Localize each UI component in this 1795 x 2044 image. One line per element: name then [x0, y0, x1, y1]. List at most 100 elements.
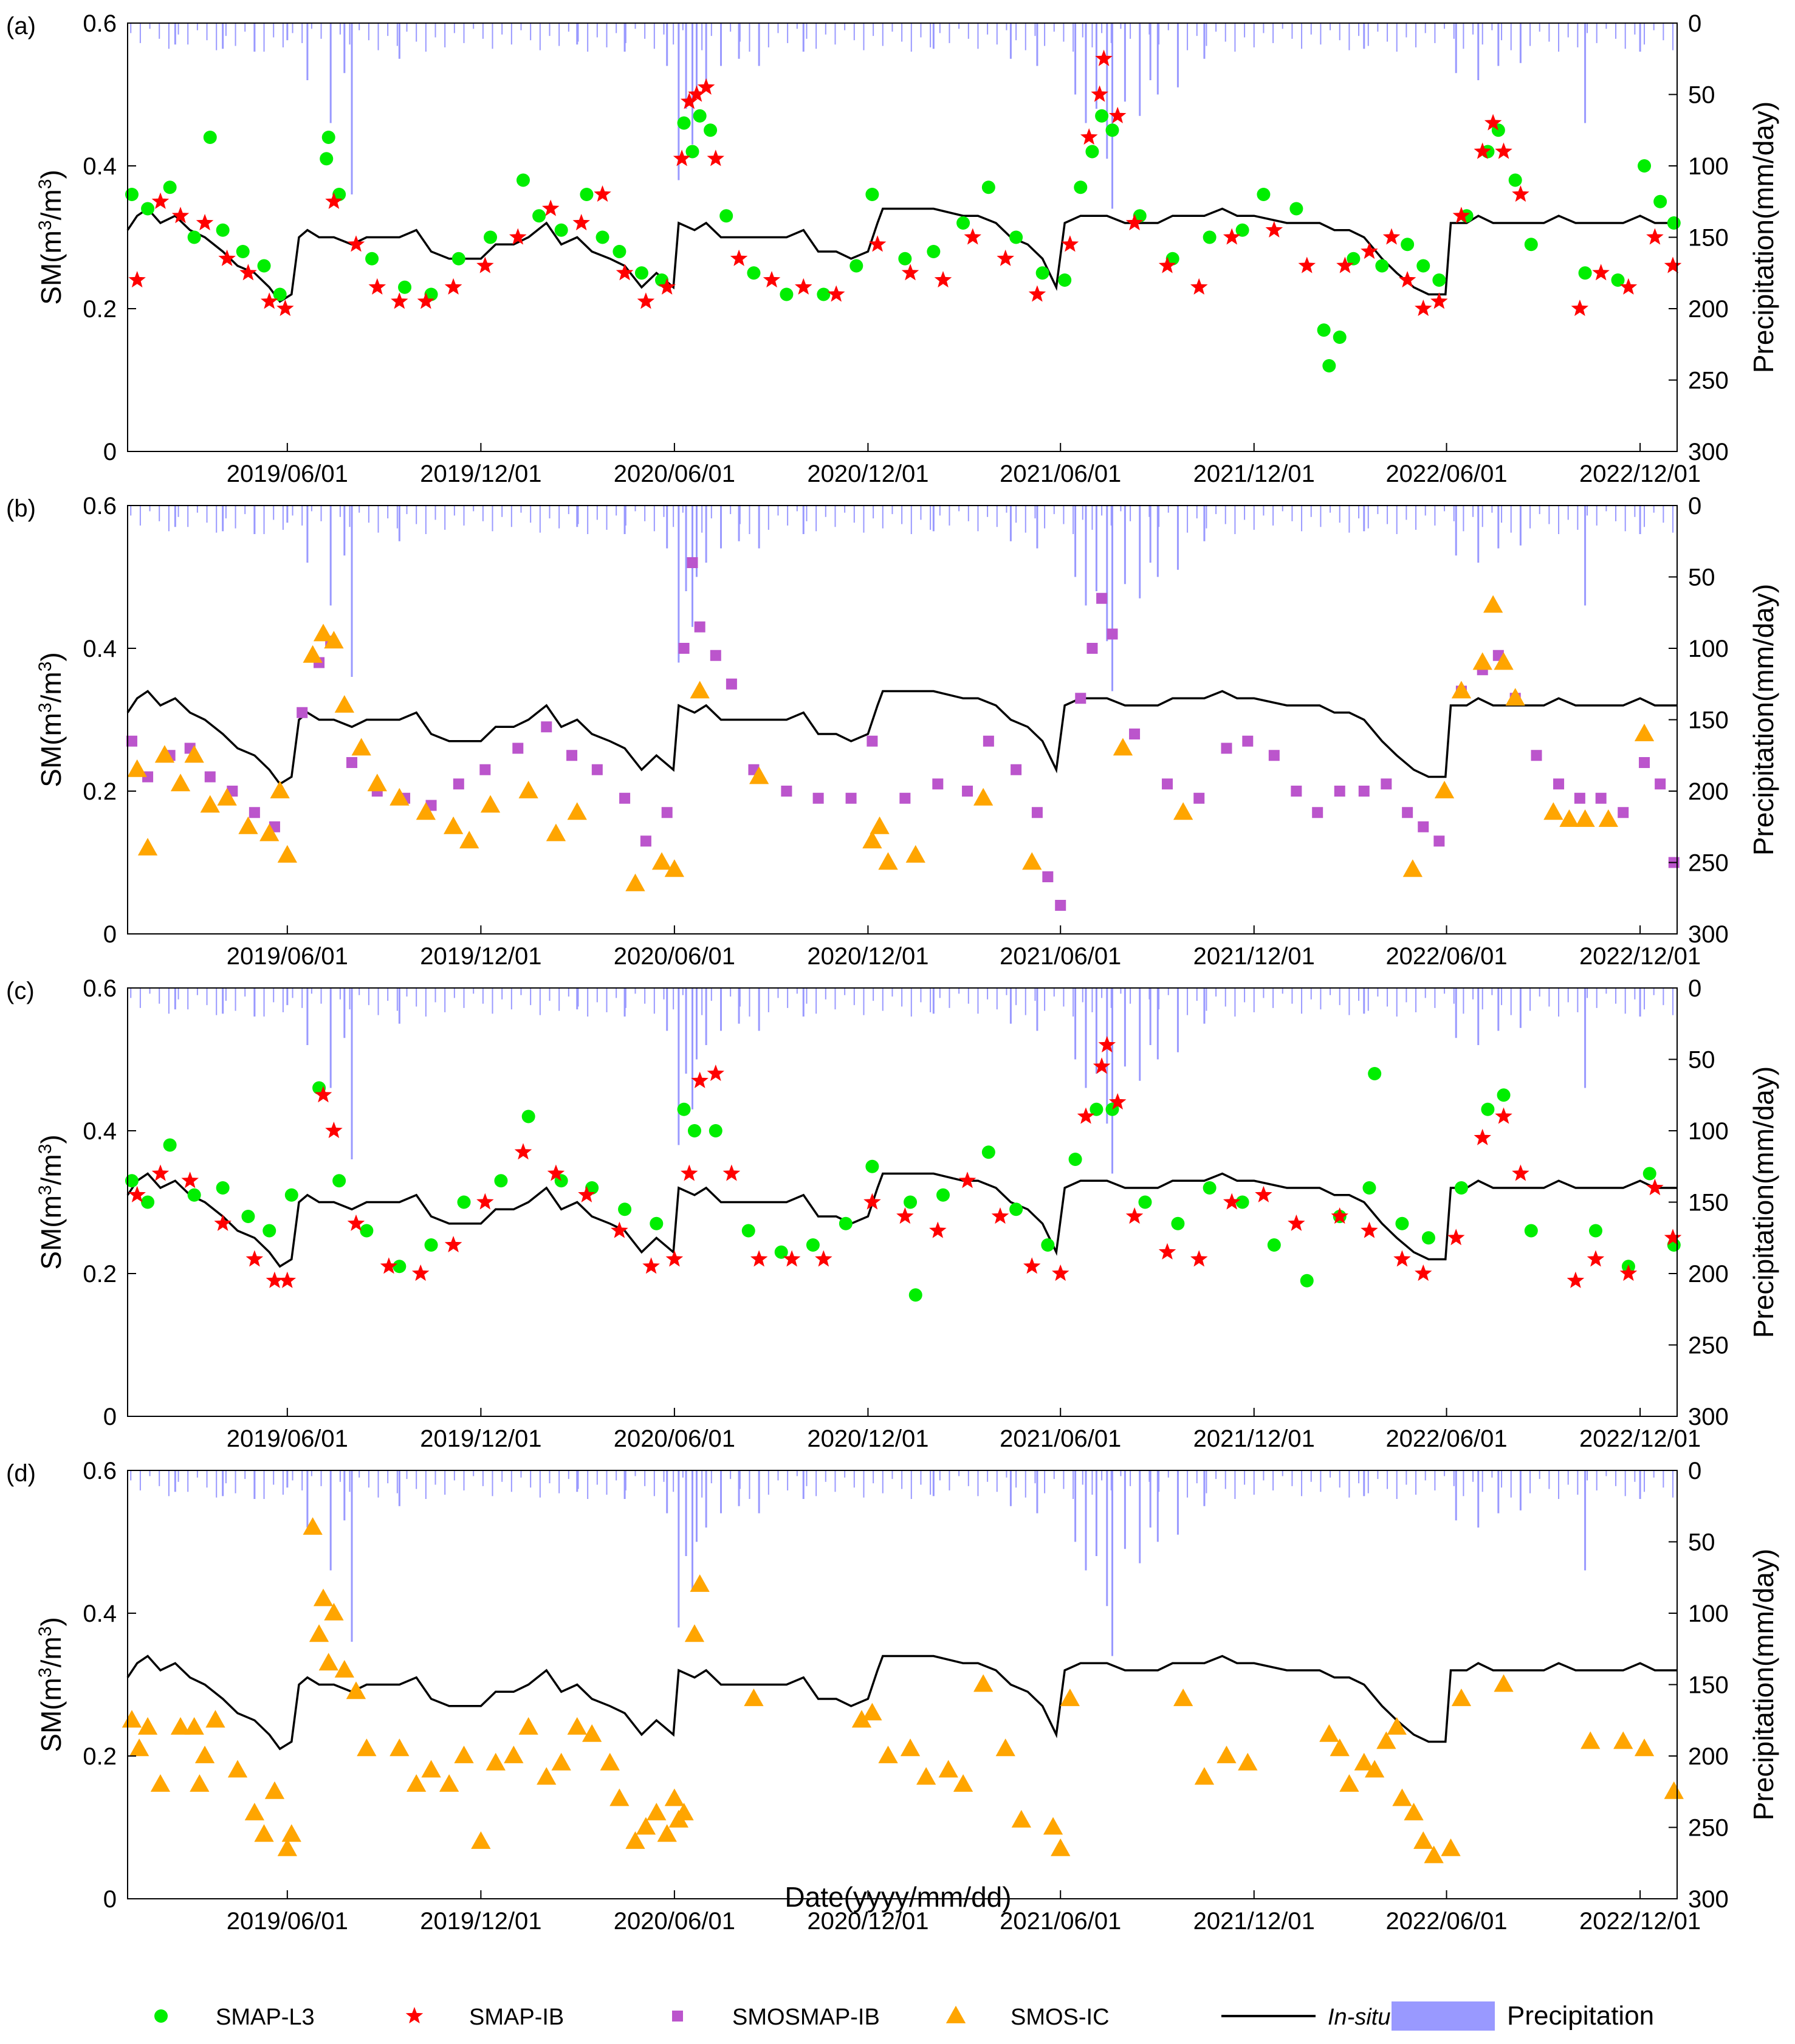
smosmap-ib-point — [1574, 792, 1585, 804]
smap-ib-point — [991, 1207, 1009, 1224]
smap-ib-point — [1336, 256, 1354, 273]
smosmap-ib-point — [1595, 792, 1607, 804]
smos-ic-point — [1634, 1738, 1655, 1757]
smap-ib-point — [1587, 1250, 1605, 1267]
panel-d: 0 0.2 0.4 0.6 0 50 100 150 200 250 300 2019/06/01 20… — [6, 1458, 1779, 1935]
smap-l3-point — [1362, 1181, 1376, 1195]
y-tick-label-right: 0 — [1688, 493, 1701, 520]
y-tick-label-left: 0.4 — [83, 1118, 117, 1145]
smap-l3-point — [457, 1195, 471, 1209]
smos-ic-point — [1441, 1838, 1461, 1856]
smos-ic-point — [1402, 859, 1423, 877]
y-axis-title-part: SM(m — [35, 1678, 67, 1752]
y-axis-title-part: SM(m — [35, 1195, 67, 1270]
x-tick-label: 2020/06/01 — [614, 461, 735, 487]
smosmap-ib-point — [694, 621, 705, 633]
y-tick-label-left: 0.2 — [83, 1261, 117, 1288]
x-tick-label: 2019/06/01 — [227, 1908, 348, 1935]
smap-l3-point — [263, 1224, 276, 1238]
smos-ic-point — [878, 852, 898, 870]
smap-l3-point — [216, 1181, 230, 1195]
smap-l3-point — [747, 266, 761, 280]
smosmap-ib-point — [899, 792, 911, 804]
smap-l3-point — [163, 1138, 177, 1152]
smap-ib-point — [901, 264, 919, 281]
y-axis-title-left: SM(m3/m3) — [35, 1617, 67, 1752]
smos-ic-point — [303, 1517, 323, 1535]
smap-l3-point — [1105, 123, 1119, 137]
x-tick-label: 2019/06/01 — [227, 1425, 348, 1452]
y-tick-label-left: 0.4 — [83, 636, 117, 662]
smap-l3-point — [1041, 1238, 1055, 1252]
smap-l3-point — [1375, 259, 1389, 273]
legend-marker — [946, 2006, 966, 2023]
smap-l3-point — [1068, 1153, 1082, 1166]
smap-ib-point — [815, 1250, 832, 1267]
smosmap-ib-point — [566, 750, 578, 761]
smos-ic-point — [227, 1760, 248, 1778]
y-axis-title-part: ) — [35, 170, 67, 179]
smap-ib-point — [1108, 1093, 1127, 1110]
smap-l3-point — [187, 1188, 201, 1202]
y-tick-label-right: 50 — [1688, 1047, 1715, 1074]
smap-ib-point — [611, 1221, 628, 1238]
smos-ic-point — [749, 766, 769, 784]
smap-l3-point — [1401, 238, 1415, 252]
smap-ib-point — [1265, 221, 1283, 238]
y-tick-label-right: 250 — [1688, 850, 1729, 877]
smos-ic-point — [303, 645, 323, 663]
y-tick-label-right: 100 — [1688, 636, 1729, 662]
smap-l3-point — [1085, 145, 1099, 159]
smap-ib-point — [128, 271, 146, 288]
smos-ic-point — [609, 1788, 630, 1806]
smos-ic-point — [137, 1717, 158, 1735]
legend-item-precip: Precipitation — [1392, 2001, 1654, 2031]
smap-l3-point — [704, 123, 718, 137]
smosmap-ib-point — [297, 707, 308, 718]
smosmap-ib-point — [1242, 735, 1254, 747]
smap-ib-point — [444, 1236, 462, 1253]
smap-ib-point — [1664, 256, 1682, 273]
smosmap-ib-point — [1358, 786, 1370, 797]
smap-l3-point — [141, 202, 155, 216]
y-axis-title-part: /m — [35, 189, 67, 220]
smap-ib-point — [1093, 1057, 1111, 1074]
smap-l3-point — [257, 259, 271, 273]
smos-ic-point — [1173, 802, 1193, 820]
smosmap-ib-point — [983, 735, 994, 747]
y-axis-title-part: ) — [35, 1134, 67, 1144]
smap-ib-point — [1023, 1257, 1041, 1274]
smap-l3-point — [693, 109, 707, 123]
smap-l3-point — [1009, 230, 1023, 244]
y-tick-label-right: 150 — [1688, 1190, 1729, 1216]
smos-ic-point — [1051, 1838, 1071, 1856]
smap-l3-point — [780, 287, 794, 301]
smap-l3-point — [494, 1174, 508, 1188]
smos-ic-point — [1434, 781, 1455, 798]
legend-bar-swatch — [1392, 2001, 1495, 2031]
smap-ib-point — [509, 228, 527, 245]
x-tick-label: 2022/06/01 — [1385, 461, 1507, 487]
smap-l3-point — [360, 1224, 374, 1238]
smos-ic-point — [651, 852, 672, 870]
smosmap-ib-point — [867, 735, 878, 747]
y-axis-title-right: Precipitation(mm/day) — [1748, 1066, 1779, 1338]
smap-ib-point — [1298, 256, 1316, 273]
smap-ib-point — [1080, 128, 1098, 145]
insitu-line — [126, 690, 1677, 786]
y-axis-title-left: SM(m3/m3) — [35, 1134, 67, 1269]
y-tick-label-left: 0.6 — [83, 1458, 117, 1484]
smap-l3-point — [1653, 194, 1667, 208]
y-tick-label-right: 0 — [1688, 1458, 1701, 1484]
y-tick-label-right: 50 — [1688, 564, 1715, 591]
smos-ic-point — [1173, 1689, 1193, 1706]
smos-ic-point — [1113, 738, 1133, 756]
smap-l3-point — [187, 230, 201, 244]
precipitation-series — [130, 1470, 1674, 1656]
smap-ib-point — [642, 1257, 660, 1274]
smos-ic-point — [129, 1738, 149, 1757]
superscript: 3 — [35, 1185, 55, 1195]
smap-ib-point — [722, 1164, 741, 1181]
smap-ib-point — [128, 1185, 146, 1202]
y-tick-label-left: 0 — [103, 921, 117, 948]
